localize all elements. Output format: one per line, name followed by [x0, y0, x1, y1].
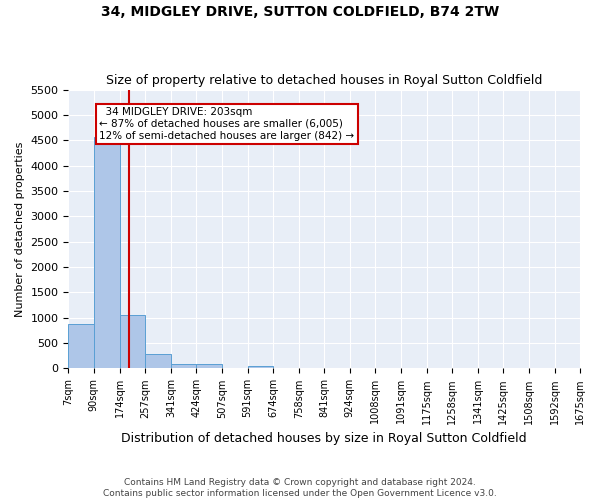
Text: 34 MIDGLEY DRIVE: 203sqm
← 87% of detached houses are smaller (6,005)
12% of sem: 34 MIDGLEY DRIVE: 203sqm ← 87% of detach… — [100, 108, 355, 140]
Bar — [145, 354, 171, 368]
Bar — [119, 314, 145, 368]
Y-axis label: Number of detached properties: Number of detached properties — [15, 142, 25, 316]
Bar — [171, 364, 196, 368]
Text: 34, MIDGLEY DRIVE, SUTTON COLDFIELD, B74 2TW: 34, MIDGLEY DRIVE, SUTTON COLDFIELD, B74… — [101, 5, 499, 19]
Bar — [196, 364, 222, 368]
Title: Size of property relative to detached houses in Royal Sutton Coldfield: Size of property relative to detached ho… — [106, 74, 542, 87]
Text: Contains HM Land Registry data © Crown copyright and database right 2024.
Contai: Contains HM Land Registry data © Crown c… — [103, 478, 497, 498]
Bar — [68, 324, 94, 368]
Bar — [248, 366, 273, 368]
Bar — [94, 137, 119, 368]
X-axis label: Distribution of detached houses by size in Royal Sutton Coldfield: Distribution of detached houses by size … — [121, 432, 527, 445]
